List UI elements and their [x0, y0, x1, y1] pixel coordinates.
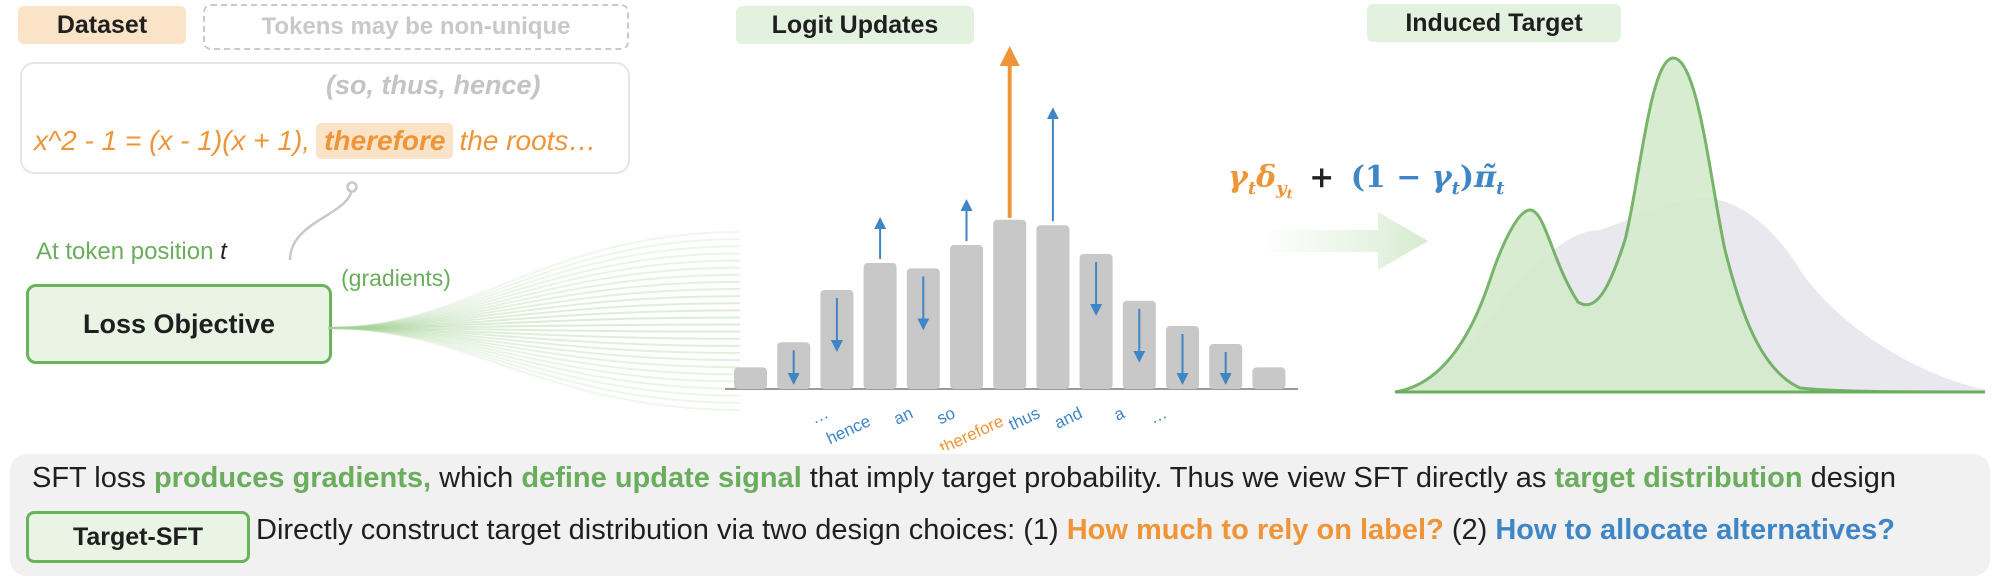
logit-bar [1252, 367, 1286, 389]
transform-arrow [1268, 212, 1428, 270]
gradient-line [327, 273, 741, 329]
alternatives-text: (so, thus, hence) [326, 70, 541, 100]
line1-segment: which [431, 462, 522, 494]
gradient-line [327, 327, 741, 333]
token-label: so [934, 403, 958, 428]
gradient-line [327, 327, 741, 340]
connector-curve [288, 181, 358, 261]
logit-bar [993, 219, 1027, 389]
line1-segment: define update signal [521, 462, 802, 494]
gradient-line [327, 259, 741, 329]
gradient-line [327, 280, 741, 329]
gradient-line [327, 327, 741, 347]
gradients-label: (gradients) [341, 265, 451, 291]
sentence-prefix: x^2 - 1 = (x - 1)(x + 1), [34, 125, 311, 156]
logit-bar [734, 367, 767, 389]
line2-segment: How much to rely on label? [1066, 514, 1444, 546]
gradient-line [327, 266, 741, 329]
token-position-label: At token position t [36, 238, 227, 266]
logit-updates-title: Logit Updates [736, 6, 974, 44]
gradient-line [327, 302, 741, 329]
gradient-line [327, 327, 741, 362]
position-prefix: At token position [36, 238, 214, 265]
summary-panel [10, 454, 1990, 576]
induced-target-title: Induced Target [1367, 4, 1621, 42]
gradient-line [327, 316, 741, 329]
gradient-line [327, 238, 741, 329]
token-label: … [808, 403, 831, 427]
non-unique-note: Tokens may be non-unique [203, 4, 629, 50]
logit-bar [863, 263, 897, 389]
logit-bar [1036, 225, 1070, 389]
highlight-token: therefore [316, 123, 454, 159]
gradient-line [327, 327, 741, 411]
formula-alt-part: (1 − γt)π̃t [1350, 160, 1505, 199]
dataset-label: Dataset [18, 6, 186, 44]
position-var: t [220, 238, 227, 265]
formula-plus: + [1309, 160, 1335, 195]
formula-label-part: γtδyt [1228, 160, 1293, 203]
summary-line-1: SFT loss produces gradients, which defin… [32, 462, 1896, 495]
token-label: an [891, 403, 916, 428]
token-label: hence [824, 411, 874, 448]
gradient-line [327, 327, 741, 404]
induced-target-plot [1394, 56, 1986, 394]
gradient-line [327, 231, 741, 329]
token-label: and [1051, 403, 1085, 432]
target-sft-badge: Target-SFT [26, 511, 250, 563]
gradient-line [327, 323, 741, 329]
gradient-line [327, 287, 741, 329]
target-formula: γtδyt + (1 − γt)π̃t [1228, 160, 1504, 203]
token-label: … [1146, 403, 1169, 427]
line2-segment: (2) [1443, 514, 1496, 546]
gradient-line [327, 327, 741, 369]
summary-line-2: Directly construct target distribution v… [256, 514, 1895, 547]
gradient-line [327, 327, 741, 355]
gradient-line [327, 295, 741, 329]
gradient-line [327, 327, 741, 383]
line1-segment: SFT loss [32, 462, 154, 494]
gradient-line [327, 309, 741, 329]
logit-bar [1079, 254, 1113, 389]
line1-segment: produces gradients, [153, 462, 432, 494]
target-distribution [1394, 56, 1986, 394]
token-label: thus [1006, 403, 1043, 434]
loss-objective-box: Loss Objective [26, 284, 332, 364]
example-sentence: x^2 - 1 = (x - 1)(x + 1), therefore the … [34, 123, 596, 159]
line1-segment: design [1802, 462, 1897, 494]
line2-segment: How to allocate alternatives? [1495, 514, 1896, 546]
token-label: a [1111, 403, 1128, 424]
gradient-line [327, 327, 741, 390]
line2-segment: Directly construct target distribution v… [256, 514, 1067, 546]
gradient-line [327, 252, 741, 329]
gradient-line [327, 327, 741, 397]
line1-segment: that imply target probability. Thus we v… [801, 462, 1555, 494]
gradient-line [327, 245, 741, 329]
line1-segment: target distribution [1554, 462, 1803, 494]
sentence-suffix: the roots… [459, 125, 597, 156]
logit-bar [950, 245, 983, 389]
gradient-line [327, 327, 741, 376]
